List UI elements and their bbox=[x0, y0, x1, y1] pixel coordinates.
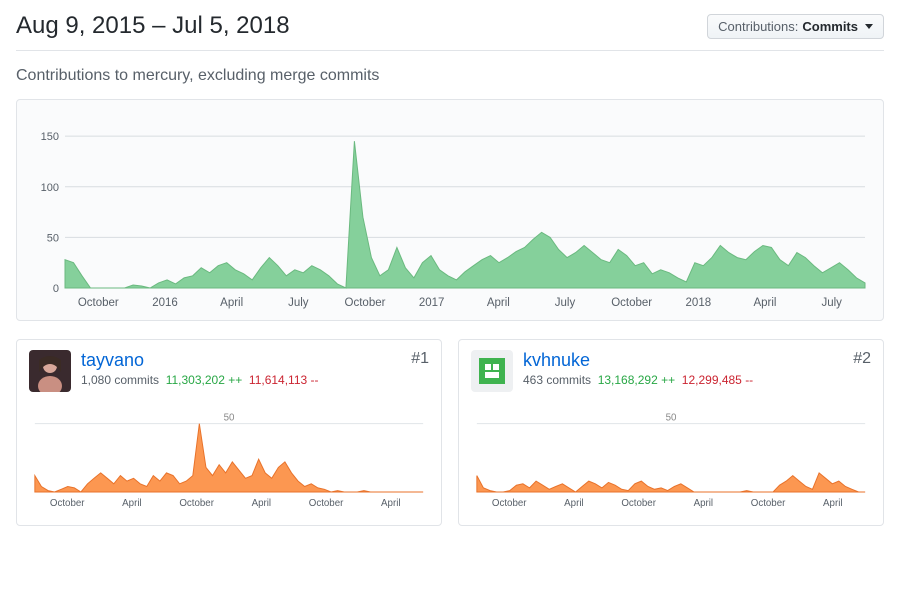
divider bbox=[16, 50, 884, 51]
contributor-card: kvhnuke 463 commits 13,168,292 ++ 12,299… bbox=[458, 339, 884, 526]
rank-badge: #2 bbox=[853, 350, 871, 368]
svg-text:April: April bbox=[694, 498, 713, 509]
svg-text:October: October bbox=[611, 297, 652, 309]
date-range-title: Aug 9, 2015 – Jul 5, 2018 bbox=[16, 12, 290, 40]
svg-text:150: 150 bbox=[41, 131, 59, 143]
svg-text:April: April bbox=[381, 498, 400, 509]
dropdown-label: Contributions: bbox=[718, 19, 798, 34]
chevron-down-icon bbox=[865, 24, 873, 29]
svg-text:April: April bbox=[252, 498, 271, 509]
svg-text:April: April bbox=[564, 498, 583, 509]
subtitle: Contributions to mercury, excluding merg… bbox=[16, 67, 884, 85]
svg-text:October: October bbox=[309, 498, 344, 509]
svg-text:April: April bbox=[220, 297, 243, 309]
commit-stats: 1,080 commits 11,303,202 ++ 11,614,113 -… bbox=[81, 373, 401, 387]
contributor-chart: 50 October April October April October April bbox=[29, 402, 429, 512]
svg-text:October: October bbox=[621, 498, 656, 509]
svg-text:October: October bbox=[751, 498, 786, 509]
dropdown-value: Commits bbox=[802, 19, 858, 34]
svg-text:April: April bbox=[753, 297, 776, 309]
contributions-dropdown[interactable]: Contributions: Commits bbox=[707, 14, 884, 39]
svg-text:July: July bbox=[555, 297, 576, 309]
svg-text:0: 0 bbox=[53, 283, 59, 295]
contributor-card: tayvano 1,080 commits 11,303,202 ++ 11,6… bbox=[16, 339, 442, 526]
svg-text:October: October bbox=[179, 498, 214, 509]
svg-text:October: October bbox=[492, 498, 527, 509]
svg-text:2017: 2017 bbox=[419, 297, 445, 309]
svg-text:50: 50 bbox=[224, 413, 235, 424]
contributor-chart: 50 October April October April October April bbox=[471, 402, 871, 512]
svg-text:April: April bbox=[487, 297, 510, 309]
svg-text:October: October bbox=[345, 297, 386, 309]
username-link[interactable]: kvhnuke bbox=[523, 350, 843, 371]
svg-text:100: 100 bbox=[41, 182, 59, 194]
svg-text:October: October bbox=[78, 297, 119, 309]
svg-text:50: 50 bbox=[666, 413, 677, 424]
rank-badge: #1 bbox=[411, 350, 429, 368]
svg-text:October: October bbox=[50, 498, 85, 509]
svg-text:April: April bbox=[823, 498, 842, 509]
avatar bbox=[471, 350, 513, 392]
svg-text:2018: 2018 bbox=[686, 297, 712, 309]
username-link[interactable]: tayvano bbox=[81, 350, 401, 371]
svg-text:April: April bbox=[122, 498, 141, 509]
commit-stats: 463 commits 13,168,292 ++ 12,299,485 -- bbox=[523, 373, 843, 387]
main-contributions-chart: 0 50 100 150 October 2016 April July October 2017… bbox=[16, 99, 884, 321]
avatar bbox=[29, 350, 71, 392]
svg-text:50: 50 bbox=[47, 232, 59, 244]
svg-text:July: July bbox=[821, 297, 842, 309]
svg-text:July: July bbox=[288, 297, 309, 309]
svg-text:2016: 2016 bbox=[152, 297, 178, 309]
